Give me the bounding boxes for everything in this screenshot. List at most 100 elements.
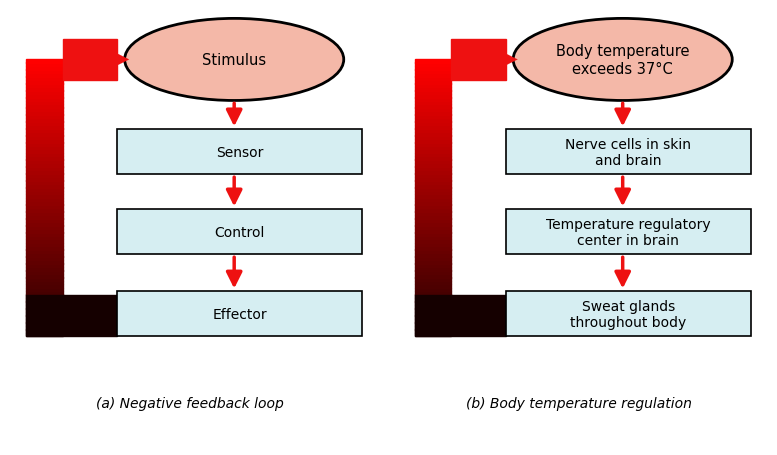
Bar — [415, 212, 451, 216]
Bar — [26, 188, 62, 192]
Bar — [26, 247, 62, 250]
Bar — [26, 139, 62, 143]
Bar — [26, 146, 62, 150]
Bar — [26, 98, 62, 102]
Bar — [26, 260, 62, 264]
Bar — [415, 326, 451, 330]
Bar — [26, 329, 62, 333]
Bar — [415, 181, 451, 185]
Bar — [415, 281, 451, 285]
Bar — [26, 163, 62, 167]
Bar — [26, 236, 62, 240]
Bar — [415, 132, 451, 136]
Bar — [26, 316, 62, 319]
Bar — [26, 181, 62, 185]
Bar — [415, 264, 451, 268]
Text: Sensor: Sensor — [216, 146, 263, 159]
Bar — [415, 222, 451, 226]
Bar — [26, 305, 62, 309]
Bar — [26, 167, 62, 171]
Bar — [415, 174, 451, 178]
Bar — [415, 239, 451, 243]
Bar — [26, 132, 62, 136]
Bar — [415, 274, 451, 278]
Bar — [26, 84, 62, 88]
Bar — [415, 67, 451, 71]
Bar — [26, 202, 62, 205]
Text: Control: Control — [214, 225, 265, 239]
Bar — [26, 274, 62, 278]
Bar — [415, 267, 451, 271]
Bar — [415, 323, 451, 326]
Bar — [26, 160, 62, 164]
Bar — [26, 205, 62, 209]
Text: (a) Negative feedback loop: (a) Negative feedback loop — [96, 396, 284, 410]
Bar — [415, 319, 451, 323]
Bar — [26, 108, 62, 112]
Bar — [26, 226, 62, 230]
Bar — [26, 250, 62, 254]
Bar — [415, 219, 451, 222]
Bar — [26, 308, 62, 313]
Bar — [26, 233, 62, 237]
Bar — [26, 326, 62, 330]
Bar — [26, 284, 62, 288]
Bar — [415, 177, 451, 181]
Bar — [415, 291, 451, 295]
Bar — [26, 74, 62, 77]
Bar — [415, 184, 451, 188]
Bar — [415, 208, 451, 212]
Bar — [415, 146, 451, 150]
Bar — [26, 323, 62, 326]
Bar — [26, 184, 62, 188]
Bar — [415, 257, 451, 261]
Bar — [415, 191, 451, 195]
Bar — [415, 77, 451, 81]
Bar — [415, 98, 451, 102]
Bar — [415, 63, 451, 67]
Bar — [415, 308, 451, 313]
Bar — [415, 288, 451, 292]
Bar — [26, 271, 62, 274]
Bar — [415, 305, 451, 309]
Bar — [415, 271, 451, 274]
Bar — [26, 239, 62, 243]
Bar — [26, 212, 62, 216]
Bar — [415, 119, 451, 122]
Bar — [415, 253, 451, 257]
Bar — [26, 281, 62, 285]
Bar — [415, 105, 451, 109]
Bar — [26, 126, 62, 129]
Bar — [26, 112, 62, 116]
Bar — [415, 129, 451, 133]
Bar — [26, 312, 62, 316]
Bar — [415, 188, 451, 192]
Bar — [26, 171, 62, 174]
Bar — [26, 288, 62, 292]
Bar — [26, 60, 62, 64]
Bar — [415, 70, 451, 74]
Bar — [415, 95, 451, 98]
Bar — [506, 130, 751, 175]
Bar — [415, 160, 451, 164]
Bar — [415, 250, 451, 254]
Bar — [117, 292, 362, 337]
Bar — [415, 229, 451, 233]
Bar — [415, 87, 451, 91]
Bar — [26, 296, 117, 337]
Bar — [26, 229, 62, 233]
Bar — [63, 40, 117, 81]
Bar — [415, 84, 451, 88]
Bar — [415, 295, 451, 298]
Bar — [415, 143, 451, 147]
Bar — [26, 291, 62, 295]
Text: Temperature regulatory
center in brain: Temperature regulatory center in brain — [546, 217, 710, 248]
Bar — [26, 222, 62, 226]
Text: Stimulus: Stimulus — [202, 53, 267, 68]
Bar — [26, 129, 62, 133]
Bar — [26, 87, 62, 91]
Bar — [415, 296, 506, 337]
Bar — [26, 264, 62, 268]
Ellipse shape — [124, 20, 343, 101]
Bar — [26, 115, 62, 119]
